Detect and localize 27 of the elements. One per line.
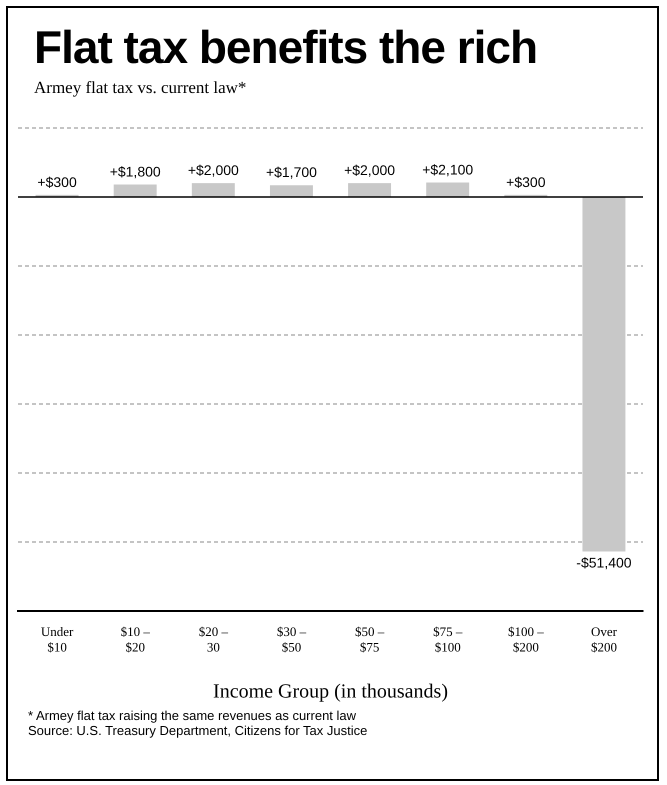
data-label: +$2,100 — [422, 161, 474, 178]
bar — [270, 185, 313, 196]
x-tick-label: $75 – $100 — [433, 624, 463, 655]
source-note: Source: U.S. Treasury Department, Citizens for Tax Justice — [28, 723, 368, 738]
bar — [426, 182, 470, 196]
bar — [192, 183, 235, 196]
x-tick-label: $50 – $75 — [354, 624, 385, 655]
x-tick-label: $100 – $200 — [508, 624, 544, 655]
chart-title: Flat tax benefits the rich — [34, 20, 538, 74]
data-label: +$2,000 — [344, 162, 396, 178]
x-tick-label: Over $200 — [590, 624, 618, 655]
bar — [114, 184, 157, 196]
x-tick-label: Under $10 — [40, 624, 74, 655]
x-axis-title: Income Group (in thousands) — [213, 680, 448, 702]
data-label: +$1,800 — [110, 163, 161, 180]
data-label: +$300 — [37, 174, 77, 190]
bar — [348, 183, 392, 196]
chart-subtitle: Armey flat tax vs. current law* — [34, 78, 248, 98]
text: * Armey flat tax raising the same revenues as current law — [28, 708, 358, 723]
data-label: +$2,000 — [188, 162, 240, 178]
x-tick-label: $30 – $50 — [276, 624, 307, 655]
x-tick-label: $20 – 30 — [198, 624, 228, 655]
data-label: +$1,700 — [266, 164, 318, 180]
data-label: -$51,400 — [576, 554, 632, 570]
x-tick-label: $10 – $20 — [120, 624, 150, 655]
bar — [582, 197, 626, 552]
data-label: +$300 — [506, 174, 546, 190]
